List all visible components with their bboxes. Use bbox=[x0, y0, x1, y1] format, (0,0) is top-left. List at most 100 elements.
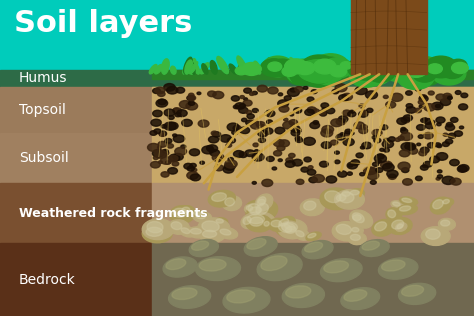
Circle shape bbox=[447, 96, 452, 100]
Ellipse shape bbox=[191, 62, 195, 74]
Circle shape bbox=[405, 63, 427, 77]
Circle shape bbox=[451, 178, 461, 185]
Circle shape bbox=[245, 150, 255, 156]
Ellipse shape bbox=[441, 220, 450, 226]
Circle shape bbox=[401, 168, 409, 173]
Circle shape bbox=[258, 138, 265, 143]
Circle shape bbox=[303, 137, 315, 145]
Ellipse shape bbox=[263, 220, 273, 229]
Circle shape bbox=[362, 142, 372, 149]
Circle shape bbox=[401, 132, 412, 141]
Circle shape bbox=[441, 64, 463, 78]
Ellipse shape bbox=[426, 229, 440, 239]
Ellipse shape bbox=[275, 221, 301, 238]
Circle shape bbox=[406, 107, 416, 113]
Ellipse shape bbox=[193, 63, 200, 74]
Circle shape bbox=[296, 138, 302, 143]
Ellipse shape bbox=[248, 204, 261, 215]
Circle shape bbox=[262, 179, 273, 186]
Circle shape bbox=[410, 65, 427, 76]
Circle shape bbox=[401, 127, 406, 131]
Circle shape bbox=[389, 58, 417, 76]
Circle shape bbox=[295, 87, 303, 92]
Circle shape bbox=[239, 107, 248, 113]
Text: Topsoil: Topsoil bbox=[19, 103, 66, 117]
Ellipse shape bbox=[290, 58, 301, 74]
Circle shape bbox=[239, 104, 246, 108]
Ellipse shape bbox=[247, 215, 264, 224]
Circle shape bbox=[173, 135, 184, 143]
Circle shape bbox=[419, 150, 427, 156]
Circle shape bbox=[428, 64, 442, 74]
Ellipse shape bbox=[335, 190, 365, 209]
Circle shape bbox=[282, 66, 297, 76]
Circle shape bbox=[155, 150, 167, 158]
Ellipse shape bbox=[229, 64, 237, 74]
Ellipse shape bbox=[296, 231, 304, 237]
Circle shape bbox=[425, 123, 435, 129]
Ellipse shape bbox=[202, 230, 217, 238]
Circle shape bbox=[295, 62, 315, 75]
Circle shape bbox=[348, 164, 353, 167]
Ellipse shape bbox=[169, 286, 210, 308]
Circle shape bbox=[283, 121, 294, 129]
Circle shape bbox=[425, 56, 457, 78]
Circle shape bbox=[321, 103, 328, 108]
Circle shape bbox=[335, 160, 340, 164]
Ellipse shape bbox=[142, 219, 174, 240]
Circle shape bbox=[291, 62, 301, 69]
Circle shape bbox=[335, 151, 339, 154]
Circle shape bbox=[374, 155, 387, 163]
Ellipse shape bbox=[324, 261, 348, 273]
Ellipse shape bbox=[173, 208, 187, 217]
Ellipse shape bbox=[393, 202, 400, 206]
Circle shape bbox=[450, 179, 455, 183]
Ellipse shape bbox=[257, 197, 266, 206]
Ellipse shape bbox=[243, 217, 251, 224]
Circle shape bbox=[319, 59, 346, 78]
Ellipse shape bbox=[257, 253, 302, 281]
Circle shape bbox=[177, 110, 187, 117]
Circle shape bbox=[187, 95, 195, 100]
Circle shape bbox=[301, 167, 309, 172]
Circle shape bbox=[263, 56, 293, 77]
Circle shape bbox=[428, 91, 434, 95]
Circle shape bbox=[380, 148, 384, 151]
Circle shape bbox=[321, 129, 333, 137]
Ellipse shape bbox=[254, 61, 261, 74]
Ellipse shape bbox=[401, 285, 424, 296]
Circle shape bbox=[285, 59, 323, 84]
Circle shape bbox=[342, 93, 353, 100]
Ellipse shape bbox=[189, 240, 219, 257]
Ellipse shape bbox=[202, 221, 219, 232]
Circle shape bbox=[302, 60, 337, 83]
Circle shape bbox=[403, 115, 412, 121]
Circle shape bbox=[179, 100, 191, 108]
Circle shape bbox=[207, 145, 218, 152]
Ellipse shape bbox=[208, 190, 236, 207]
Ellipse shape bbox=[185, 60, 192, 74]
Circle shape bbox=[351, 160, 360, 166]
Circle shape bbox=[401, 129, 408, 133]
Circle shape bbox=[366, 108, 373, 112]
Circle shape bbox=[382, 140, 393, 148]
Circle shape bbox=[239, 127, 250, 134]
Ellipse shape bbox=[353, 215, 361, 221]
Ellipse shape bbox=[238, 61, 244, 74]
Ellipse shape bbox=[243, 212, 275, 230]
Ellipse shape bbox=[216, 219, 223, 223]
Circle shape bbox=[264, 128, 273, 134]
Text: Weathered rock fragments: Weathered rock fragments bbox=[19, 207, 208, 220]
Circle shape bbox=[452, 62, 468, 74]
Ellipse shape bbox=[382, 260, 405, 271]
Text: Humus: Humus bbox=[19, 71, 67, 85]
Ellipse shape bbox=[282, 221, 302, 234]
Circle shape bbox=[167, 87, 178, 94]
Ellipse shape bbox=[171, 66, 176, 74]
Circle shape bbox=[252, 181, 256, 184]
Ellipse shape bbox=[172, 288, 197, 300]
Ellipse shape bbox=[237, 56, 247, 74]
Circle shape bbox=[301, 55, 337, 79]
Circle shape bbox=[420, 165, 428, 170]
Circle shape bbox=[249, 92, 254, 95]
